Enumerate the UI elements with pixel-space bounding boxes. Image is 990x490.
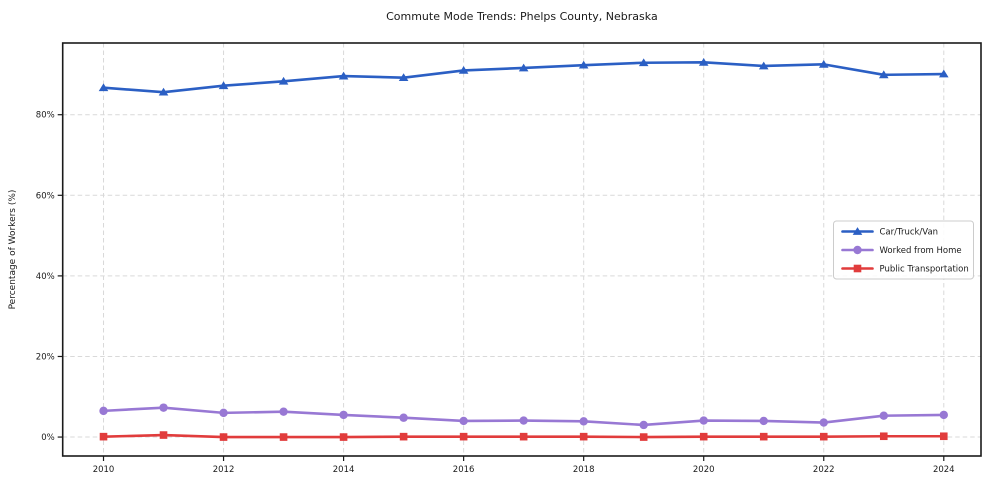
legend-item-marker bbox=[853, 264, 862, 273]
data-point-marker bbox=[459, 432, 468, 441]
y-tick-label: 20% bbox=[36, 352, 55, 362]
data-point-marker bbox=[578, 60, 589, 69]
x-tick-label: 2010 bbox=[93, 465, 115, 475]
data-point-marker bbox=[819, 418, 828, 427]
data-point-marker bbox=[458, 65, 469, 74]
series-layer bbox=[98, 57, 949, 441]
legend-box bbox=[833, 220, 974, 280]
legend-item-label: Car/Truck/Van bbox=[880, 228, 939, 238]
data-point-marker bbox=[399, 432, 408, 441]
data-point-marker bbox=[279, 433, 288, 441]
x-tick-label: 2020 bbox=[693, 465, 715, 475]
data-point-marker bbox=[99, 432, 108, 441]
data-point-marker bbox=[519, 432, 528, 441]
data-point-marker bbox=[219, 408, 228, 418]
legend-item-label: Worked from Home bbox=[880, 246, 962, 256]
axes-layer: 0% 20% 40% 60% 80% 2010 2012 2014 2016 2018 2020 20… bbox=[36, 42, 982, 475]
data-point-marker bbox=[879, 432, 888, 441]
x-tick-label: 2014 bbox=[333, 465, 355, 475]
x-tick-label: 2012 bbox=[213, 465, 235, 475]
data-point-marker bbox=[98, 83, 109, 92]
legend: Car/Truck/Van Worked from Home Public Tran… bbox=[833, 220, 974, 280]
data-point-marker bbox=[159, 403, 168, 412]
y-tick-label: 80% bbox=[36, 111, 55, 121]
data-point-marker bbox=[158, 87, 169, 96]
data-point-marker bbox=[818, 59, 829, 68]
data-point-marker bbox=[339, 433, 348, 441]
data-point-marker bbox=[698, 57, 709, 66]
data-point-marker bbox=[699, 432, 708, 441]
data-point-marker bbox=[939, 432, 948, 441]
data-point-marker bbox=[758, 61, 769, 70]
series-worked-from-home bbox=[99, 403, 948, 430]
plot-border bbox=[61, 42, 982, 457]
x-tick-label: 2022 bbox=[813, 465, 835, 475]
data-point-marker bbox=[519, 416, 528, 425]
data-point-marker bbox=[459, 416, 468, 426]
y-axis-label: Percentage of Workers (%) bbox=[8, 190, 18, 310]
data-point-marker bbox=[218, 81, 229, 90]
data-point-marker bbox=[518, 63, 529, 72]
series-car-truck-van bbox=[98, 57, 949, 96]
legend-item-label: Public Transportation bbox=[880, 265, 969, 275]
data-point-marker bbox=[339, 410, 348, 420]
data-point-marker bbox=[699, 416, 708, 425]
x-tick-label: 2024 bbox=[933, 465, 955, 475]
x-tick-label: 2018 bbox=[573, 465, 595, 475]
data-point-marker bbox=[159, 431, 168, 439]
data-point-marker bbox=[278, 76, 289, 85]
data-point-marker bbox=[99, 406, 108, 416]
data-point-marker bbox=[399, 413, 408, 422]
data-point-marker bbox=[579, 432, 588, 441]
data-point-marker bbox=[338, 71, 349, 80]
data-point-marker bbox=[639, 420, 648, 430]
chart-title: Commute Mode Trends: Phelps County, Nebr… bbox=[386, 10, 658, 23]
data-point-marker bbox=[879, 411, 888, 420]
x-tick-label: 2016 bbox=[453, 465, 475, 475]
data-point-marker bbox=[579, 417, 588, 426]
data-point-marker bbox=[219, 433, 228, 441]
data-point-marker bbox=[878, 70, 889, 79]
legend-item-marker bbox=[853, 245, 862, 255]
y-tick-label: 0% bbox=[41, 433, 55, 443]
series-public-transportation bbox=[99, 431, 948, 441]
data-point-marker bbox=[939, 410, 948, 420]
data-point-marker bbox=[639, 433, 648, 441]
data-point-marker bbox=[759, 432, 768, 441]
y-tick-label: 40% bbox=[36, 272, 55, 282]
y-tick-label: 60% bbox=[36, 191, 55, 201]
data-point-marker bbox=[938, 69, 949, 78]
legend-item-marker bbox=[852, 227, 863, 235]
data-point-marker bbox=[759, 416, 768, 426]
data-point-marker bbox=[279, 407, 288, 416]
data-point-marker bbox=[638, 58, 649, 67]
data-point-marker bbox=[398, 73, 409, 82]
data-point-marker bbox=[819, 432, 828, 441]
